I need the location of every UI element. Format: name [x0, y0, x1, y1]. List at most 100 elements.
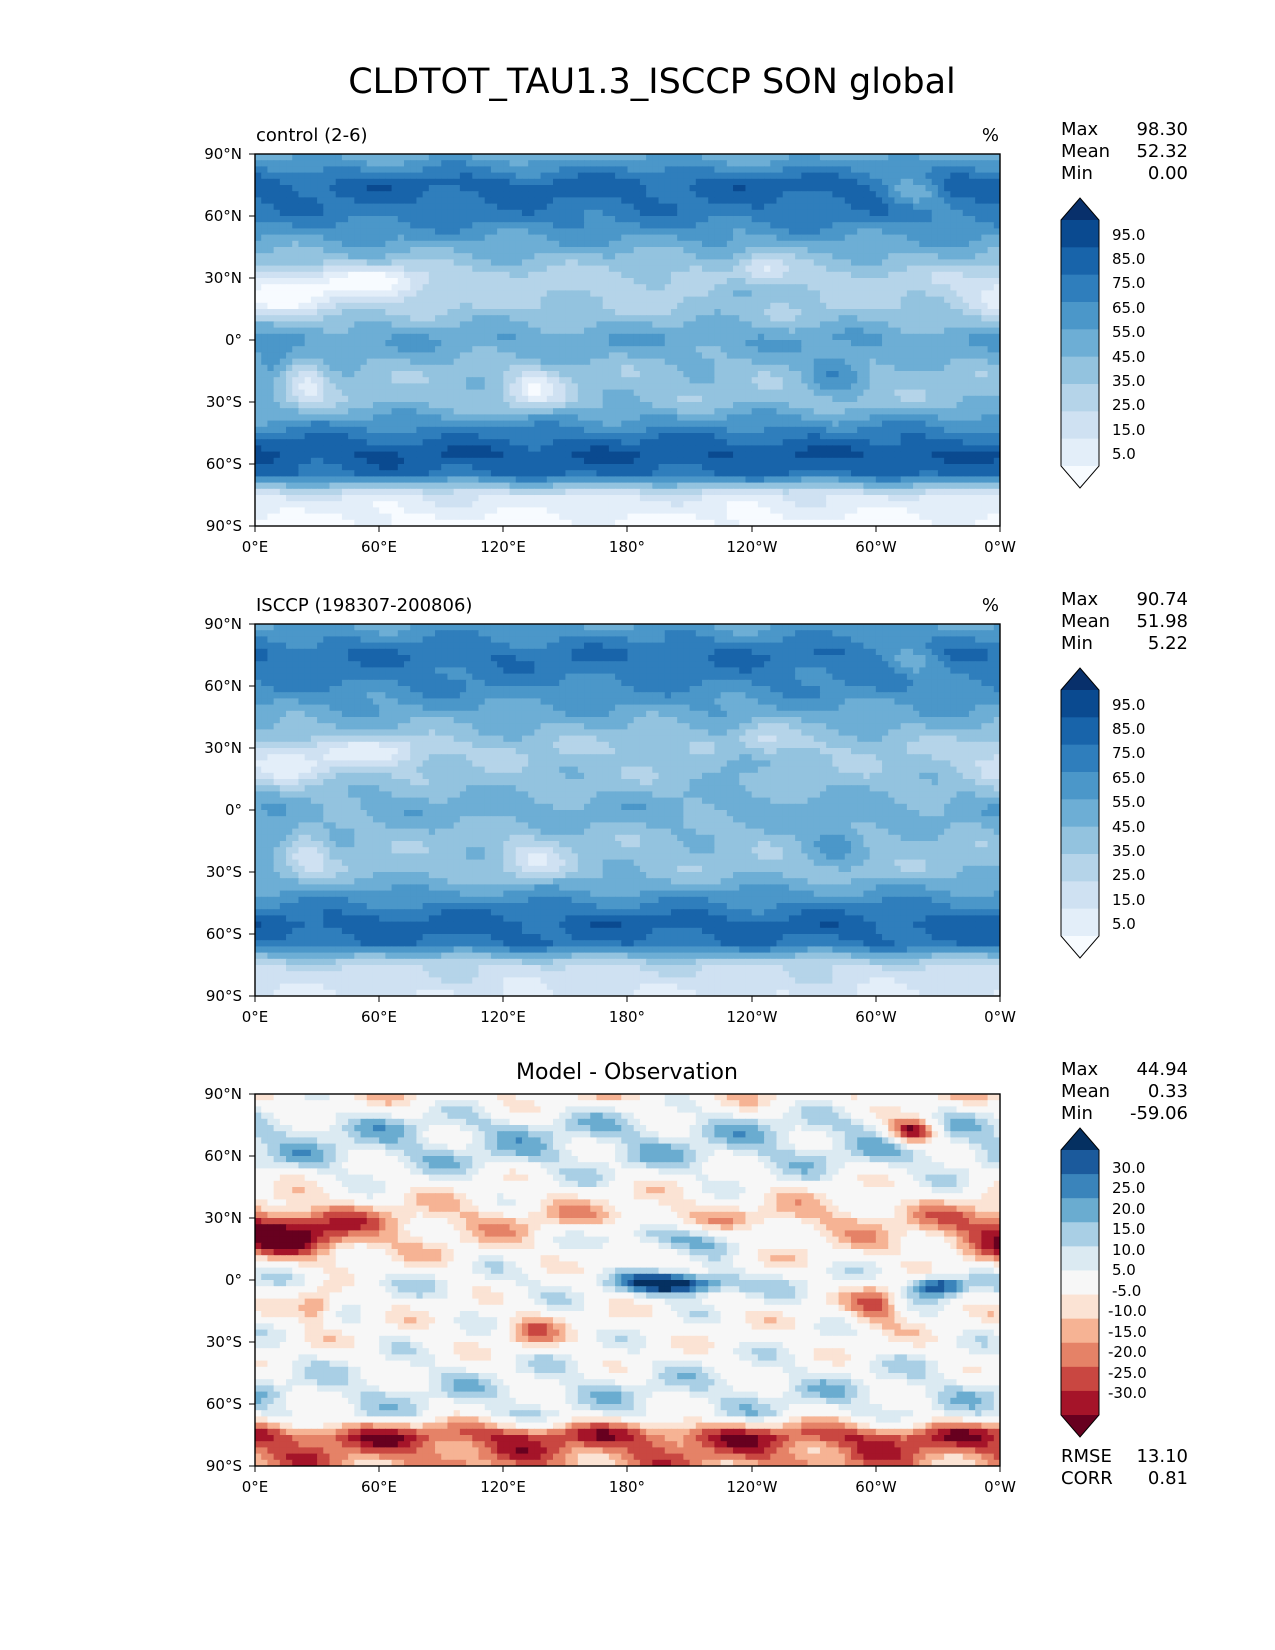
heatmap-cell: [975, 271, 982, 279]
heatmap-cell: [931, 240, 939, 248]
heatmap-cell: [925, 253, 933, 260]
heatmap-cell: [900, 302, 908, 310]
heatmap-cell: [261, 197, 269, 205]
heatmap-cell: [571, 222, 579, 229]
heatmap-cell: [540, 222, 548, 229]
heatmap-cell: [292, 389, 300, 397]
heatmap-cell: [478, 178, 486, 186]
heatmap-cell: [764, 265, 771, 273]
heatmap-cell: [490, 265, 498, 273]
heatmap-cell: [708, 346, 716, 353]
heatmap-cell: [304, 197, 312, 205]
heatmap-cell: [913, 185, 920, 192]
heatmap-cell: [615, 364, 622, 372]
heatmap-cell: [851, 222, 858, 229]
heatmap-cell: [869, 216, 877, 223]
heatmap-cell: [584, 160, 591, 167]
heatmap-cell: [546, 389, 554, 397]
heatmap-cell: [962, 296, 970, 304]
heatmap-cell: [304, 247, 312, 254]
heatmap-cell: [379, 340, 386, 347]
heatmap-cell: [906, 327, 914, 335]
heatmap-cell: [472, 271, 480, 279]
heatmap-cell: [937, 197, 945, 205]
heatmap-cell: [329, 271, 337, 279]
heatmap-cell: [435, 389, 442, 397]
heatmap-cell: [602, 402, 610, 409]
heatmap-cell: [875, 185, 883, 192]
heatmap-cell: [255, 383, 262, 391]
heatmap-cell: [975, 216, 982, 223]
heatmap-cell: [546, 333, 554, 341]
heatmap-cell: [571, 166, 579, 174]
heatmap-cell: [279, 358, 287, 366]
heatmap-cell: [267, 321, 275, 329]
heatmap-cell: [900, 154, 908, 161]
heatmap-cell: [397, 209, 405, 217]
heatmap-cell: [397, 296, 405, 304]
heatmap-cell: [447, 395, 455, 403]
heatmap-cell: [819, 371, 827, 378]
heatmap-cell: [534, 284, 542, 291]
heatmap-cell: [571, 253, 579, 260]
heatmap-cell: [844, 247, 852, 254]
heatmap-cell: [466, 383, 473, 391]
heatmap-cell: [571, 383, 579, 391]
heatmap-cell: [292, 197, 300, 205]
heatmap-cell: [770, 389, 778, 397]
heatmap-cell: [708, 371, 716, 378]
heatmap-cell: [658, 185, 666, 192]
heatmap-cell: [937, 185, 945, 192]
heatmap-cell: [404, 395, 411, 403]
heatmap-cell: [379, 389, 386, 397]
heatmap-cell: [646, 228, 653, 236]
heatmap-cell: [608, 352, 616, 360]
heatmap-cell: [950, 259, 958, 267]
heatmap-cell: [577, 327, 585, 335]
heatmap-cell: [913, 178, 920, 186]
heatmap-cell: [255, 340, 262, 347]
heatmap-cell: [826, 154, 833, 161]
heatmap-cell: [521, 222, 529, 229]
heatmap-cell: [559, 340, 567, 347]
heatmap-cell: [689, 377, 697, 384]
heatmap-cell: [385, 222, 393, 229]
heatmap-cell: [695, 389, 703, 397]
heatmap-cell: [385, 203, 393, 211]
heatmap-cell: [788, 346, 796, 353]
heatmap-cell: [875, 172, 883, 180]
heatmap-cell: [702, 358, 709, 366]
heatmap-cell: [956, 284, 964, 291]
heatmap-cell: [639, 185, 647, 192]
heatmap-cell: [534, 321, 542, 329]
heatmap-cell: [956, 216, 964, 223]
heatmap-cell: [615, 185, 622, 192]
heatmap-cell: [484, 240, 492, 248]
heatmap-cell: [341, 203, 349, 211]
heatmap-cell: [397, 222, 405, 229]
heatmap-cell: [553, 327, 560, 335]
heatmap-cell: [441, 333, 449, 341]
heatmap-cell: [608, 309, 616, 316]
heatmap-cell: [385, 383, 393, 391]
heatmap-cell: [341, 240, 349, 248]
heatmap-cell: [832, 240, 840, 248]
heatmap-cell: [968, 185, 976, 192]
heatmap-cell: [410, 315, 418, 322]
heatmap-cell: [702, 389, 709, 397]
heatmap-cell: [341, 185, 349, 192]
heatmap-cell: [372, 333, 380, 341]
heatmap-cell: [422, 222, 430, 229]
heatmap-cell: [261, 389, 269, 397]
heatmap-cell: [745, 191, 753, 198]
heatmap-cell: [720, 340, 728, 347]
heatmap-cell: [298, 284, 306, 291]
heatmap-cell: [559, 389, 567, 397]
heatmap-cell: [608, 209, 616, 217]
heatmap-cell: [354, 253, 362, 260]
heatmap-cell: [397, 228, 405, 236]
heatmap-cell: [739, 271, 747, 279]
heatmap-cell: [447, 228, 455, 236]
heatmap-cell: [844, 166, 852, 174]
heatmap-cell: [981, 228, 989, 236]
